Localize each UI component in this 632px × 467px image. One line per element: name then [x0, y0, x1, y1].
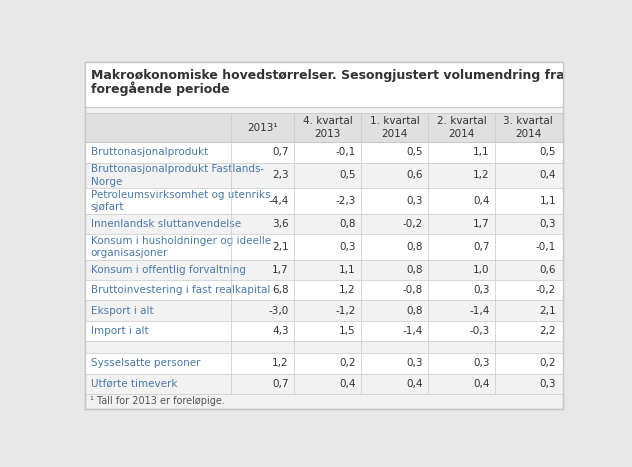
- Bar: [85, 107, 562, 113]
- Text: Sysselsatte personer: Sysselsatte personer: [90, 359, 200, 368]
- Text: Eksport i alt: Eksport i alt: [90, 306, 153, 316]
- Text: 2,2: 2,2: [540, 326, 556, 336]
- Bar: [85, 188, 562, 214]
- Text: 3,6: 3,6: [272, 219, 289, 229]
- Bar: [85, 142, 562, 163]
- Text: 0,4: 0,4: [406, 379, 423, 389]
- Text: 1,0: 1,0: [473, 265, 489, 275]
- Text: 0,5: 0,5: [406, 148, 423, 157]
- Text: 0,3: 0,3: [339, 242, 356, 252]
- Bar: [85, 260, 562, 280]
- Text: 1,2: 1,2: [473, 170, 489, 180]
- Text: 3. kvartal
2014: 3. kvartal 2014: [503, 116, 553, 139]
- Text: -3,0: -3,0: [269, 306, 289, 316]
- Bar: [85, 280, 562, 300]
- Text: -1,4: -1,4: [402, 326, 423, 336]
- Text: -1,4: -1,4: [469, 306, 489, 316]
- Text: 0,3: 0,3: [473, 285, 489, 295]
- Text: 2013¹: 2013¹: [247, 123, 278, 133]
- Text: 6,8: 6,8: [272, 285, 289, 295]
- Text: 0,4: 0,4: [540, 170, 556, 180]
- Text: 0,6: 0,6: [406, 170, 423, 180]
- Text: 0,8: 0,8: [406, 242, 423, 252]
- Text: 0,3: 0,3: [406, 196, 423, 206]
- Text: -0,2: -0,2: [536, 285, 556, 295]
- Text: Import i alt: Import i alt: [90, 326, 149, 336]
- Text: 2,1: 2,1: [272, 242, 289, 252]
- Bar: [85, 321, 562, 341]
- Text: 4,3: 4,3: [272, 326, 289, 336]
- Bar: [85, 374, 562, 394]
- Text: -0,3: -0,3: [469, 326, 489, 336]
- Text: 0,7: 0,7: [473, 242, 489, 252]
- Text: Bruttonasjonalprodukt: Bruttonasjonalprodukt: [90, 148, 208, 157]
- Text: -0,1: -0,1: [536, 242, 556, 252]
- Text: 1,5: 1,5: [339, 326, 356, 336]
- Text: 0,7: 0,7: [272, 148, 289, 157]
- Text: 0,4: 0,4: [473, 379, 489, 389]
- Text: 0,5: 0,5: [540, 148, 556, 157]
- Bar: [85, 62, 562, 107]
- Text: -4,4: -4,4: [269, 196, 289, 206]
- Text: -0,2: -0,2: [403, 219, 423, 229]
- Text: 1. kvartal
2014: 1. kvartal 2014: [370, 116, 420, 139]
- Bar: [85, 300, 562, 321]
- Text: 0,4: 0,4: [473, 196, 489, 206]
- Text: 1,2: 1,2: [339, 285, 356, 295]
- Text: 0,2: 0,2: [339, 359, 356, 368]
- Bar: [85, 214, 562, 234]
- Bar: [85, 163, 562, 188]
- Text: Konsum i offentlig forvaltning: Konsum i offentlig forvaltning: [90, 265, 245, 275]
- Text: 0,4: 0,4: [339, 379, 356, 389]
- Text: 0,3: 0,3: [540, 379, 556, 389]
- Bar: [85, 353, 562, 374]
- Text: ¹ Tall for 2013 er foreløpige.: ¹ Tall for 2013 er foreløpige.: [90, 396, 225, 406]
- Text: Petroleumsvirksomhet og utenriks
sjøfart: Petroleumsvirksomhet og utenriks sjøfart: [90, 190, 270, 212]
- Text: 0,3: 0,3: [540, 219, 556, 229]
- Text: 1,1: 1,1: [339, 265, 356, 275]
- Bar: [85, 341, 562, 353]
- Text: Konsum i husholdninger og ideelle
organisasjoner: Konsum i husholdninger og ideelle organi…: [90, 236, 271, 258]
- Text: 2. kvartal
2014: 2. kvartal 2014: [437, 116, 486, 139]
- Text: 1,7: 1,7: [272, 265, 289, 275]
- Text: 0,5: 0,5: [339, 170, 356, 180]
- Text: Bruttonasjonalprodukt Fastlands-
Norge: Bruttonasjonalprodukt Fastlands- Norge: [90, 164, 264, 187]
- Bar: [85, 113, 562, 142]
- Text: 0,3: 0,3: [406, 359, 423, 368]
- Text: 0,6: 0,6: [540, 265, 556, 275]
- Text: Makroøkonomiske hovedstørrelser. Sesongjustert volumendring fra: Makroøkonomiske hovedstørrelser. Sesongj…: [92, 69, 565, 82]
- Text: 1,7: 1,7: [473, 219, 489, 229]
- Text: 0,2: 0,2: [540, 359, 556, 368]
- Text: 0,8: 0,8: [406, 265, 423, 275]
- Text: 0,3: 0,3: [473, 359, 489, 368]
- Text: -0,1: -0,1: [336, 148, 356, 157]
- Text: 1,1: 1,1: [473, 148, 489, 157]
- Text: 1,2: 1,2: [272, 359, 289, 368]
- Text: 2,1: 2,1: [540, 306, 556, 316]
- Text: 0,8: 0,8: [339, 219, 356, 229]
- Text: foregående periode: foregående periode: [92, 81, 230, 96]
- Text: -0,8: -0,8: [403, 285, 423, 295]
- Text: Bruttoinvestering i fast realkapital: Bruttoinvestering i fast realkapital: [90, 285, 270, 295]
- Text: 0,7: 0,7: [272, 379, 289, 389]
- Text: Innenlandsk sluttanvendelse: Innenlandsk sluttanvendelse: [90, 219, 241, 229]
- Text: Utførte timeverk: Utførte timeverk: [90, 379, 177, 389]
- Text: 0,8: 0,8: [406, 306, 423, 316]
- Bar: [85, 234, 562, 260]
- Text: -2,3: -2,3: [336, 196, 356, 206]
- Text: -1,2: -1,2: [336, 306, 356, 316]
- Text: 4. kvartal
2013: 4. kvartal 2013: [303, 116, 353, 139]
- Text: 1,1: 1,1: [540, 196, 556, 206]
- Text: 2,3: 2,3: [272, 170, 289, 180]
